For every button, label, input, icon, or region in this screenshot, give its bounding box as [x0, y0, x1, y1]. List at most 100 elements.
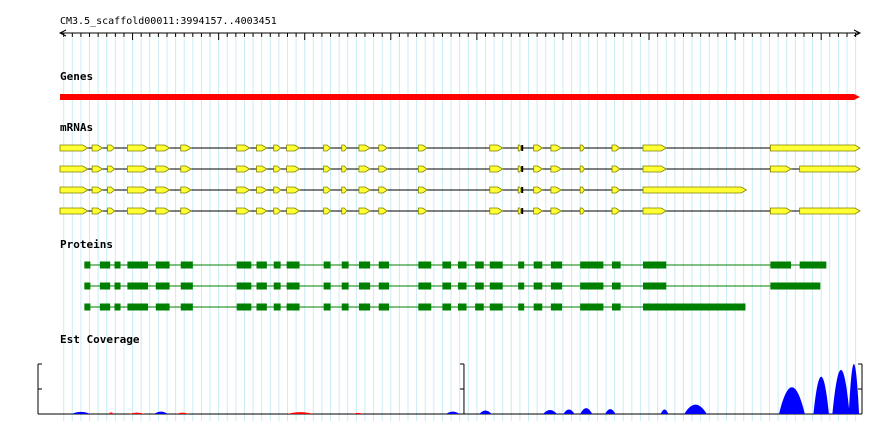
coverage-peak[interactable]	[779, 387, 805, 414]
mrna-exon[interactable]	[59, 186, 89, 194]
mrna-exon[interactable]	[769, 207, 792, 215]
protein-block[interactable]	[378, 303, 390, 311]
protein-block[interactable]	[489, 261, 503, 269]
protein-block[interactable]	[518, 303, 525, 311]
protein-block[interactable]	[256, 261, 267, 269]
mrna-exon[interactable]	[155, 144, 171, 152]
mrna-exon[interactable]	[489, 186, 504, 194]
coverage-peak[interactable]	[848, 364, 860, 414]
mrna-exon[interactable]	[155, 165, 171, 173]
protein-block[interactable]	[457, 261, 467, 269]
protein-block[interactable]	[273, 303, 281, 311]
coverage-peak[interactable]	[108, 412, 114, 414]
protein-block[interactable]	[489, 282, 503, 290]
coverage-peak[interactable]	[176, 412, 189, 414]
mrna-exon[interactable]	[341, 144, 348, 152]
mrna-exon[interactable]	[256, 165, 268, 173]
protein-block[interactable]	[341, 303, 349, 311]
mrna-exon[interactable]	[126, 186, 149, 194]
protein-block[interactable]	[799, 261, 827, 269]
coverage-peak[interactable]	[563, 409, 575, 414]
protein-block[interactable]	[642, 303, 746, 311]
mrna-exon-arrow[interactable]	[799, 207, 861, 215]
protein-block[interactable]	[533, 261, 543, 269]
protein-block[interactable]	[180, 282, 193, 290]
mrna-exon[interactable]	[417, 207, 428, 215]
protein-block[interactable]	[418, 261, 432, 269]
mrna-exon[interactable]	[517, 165, 522, 173]
protein-block[interactable]	[127, 282, 149, 290]
coverage-peak[interactable]	[352, 412, 364, 414]
mrna-exon[interactable]	[358, 207, 371, 215]
protein-block[interactable]	[114, 303, 121, 311]
mrna-exon-arrow[interactable]	[642, 186, 748, 194]
protein-block[interactable]	[457, 303, 467, 311]
mrna-exon[interactable]	[341, 165, 348, 173]
coverage-peak[interactable]	[605, 409, 616, 414]
mrna-exon[interactable]	[107, 165, 116, 173]
protein-block[interactable]	[642, 282, 667, 290]
mrna-exon[interactable]	[417, 186, 428, 194]
mrna-exon[interactable]	[107, 186, 116, 194]
protein-block[interactable]	[518, 282, 525, 290]
mrna-exon[interactable]	[180, 186, 192, 194]
protein-block[interactable]	[286, 282, 300, 290]
mrna-exon[interactable]	[286, 144, 301, 152]
mrna-exon[interactable]	[611, 165, 621, 173]
mrna-exon[interactable]	[579, 165, 585, 173]
protein-block[interactable]	[341, 261, 349, 269]
mrna-exon-arrow[interactable]	[799, 165, 861, 173]
mrna-exon[interactable]	[517, 144, 522, 152]
mrna-exon[interactable]	[341, 186, 348, 194]
protein-block[interactable]	[236, 282, 252, 290]
mrna-exon[interactable]	[533, 186, 543, 194]
mrna-exon[interactable]	[59, 207, 89, 215]
mrna-exon[interactable]	[611, 144, 621, 152]
protein-block[interactable]	[323, 282, 331, 290]
protein-block[interactable]	[273, 282, 281, 290]
mrna-exon[interactable]	[107, 144, 116, 152]
protein-block[interactable]	[550, 303, 563, 311]
mrna-exon[interactable]	[533, 207, 543, 215]
protein-block[interactable]	[99, 303, 111, 311]
mrna-exon[interactable]	[180, 144, 192, 152]
genes-track[interactable]	[60, 94, 860, 100]
protein-block[interactable]	[550, 282, 563, 290]
mrna-exon[interactable]	[642, 144, 668, 152]
mrna-exon[interactable]	[256, 186, 268, 194]
coverage-peak[interactable]	[543, 409, 557, 414]
mrna-exon[interactable]	[286, 207, 301, 215]
protein-block[interactable]	[475, 303, 484, 311]
protein-block[interactable]	[180, 261, 193, 269]
protein-block[interactable]	[550, 261, 563, 269]
protein-block[interactable]	[323, 261, 331, 269]
mrna-exon[interactable]	[323, 165, 332, 173]
protein-block[interactable]	[180, 303, 193, 311]
mrna-exon[interactable]	[273, 186, 282, 194]
mrna-exon[interactable]	[378, 186, 389, 194]
protein-block[interactable]	[533, 282, 543, 290]
protein-block[interactable]	[155, 303, 170, 311]
protein-block[interactable]	[475, 261, 484, 269]
coverage-peak[interactable]	[684, 404, 707, 414]
mrna-exon[interactable]	[323, 207, 332, 215]
mrna-exon[interactable]	[155, 207, 171, 215]
protein-block[interactable]	[442, 282, 452, 290]
mrna-exon[interactable]	[358, 165, 371, 173]
mrna-exon[interactable]	[286, 186, 301, 194]
protein-block[interactable]	[256, 303, 267, 311]
protein-block[interactable]	[358, 282, 371, 290]
protein-block[interactable]	[155, 282, 170, 290]
mrna-exon-arrow[interactable]	[769, 144, 861, 152]
gene-feature[interactable]	[60, 94, 860, 100]
mrna-exon[interactable]	[236, 186, 251, 194]
protein-block[interactable]	[489, 303, 503, 311]
protein-block[interactable]	[358, 261, 371, 269]
mrna-exon[interactable]	[533, 165, 543, 173]
protein-block[interactable]	[770, 282, 821, 290]
protein-block[interactable]	[457, 282, 467, 290]
mrna-exon[interactable]	[236, 207, 251, 215]
mrna-exon[interactable]	[273, 165, 282, 173]
mrna-exon[interactable]	[550, 186, 563, 194]
mrna-exon[interactable]	[91, 207, 104, 215]
